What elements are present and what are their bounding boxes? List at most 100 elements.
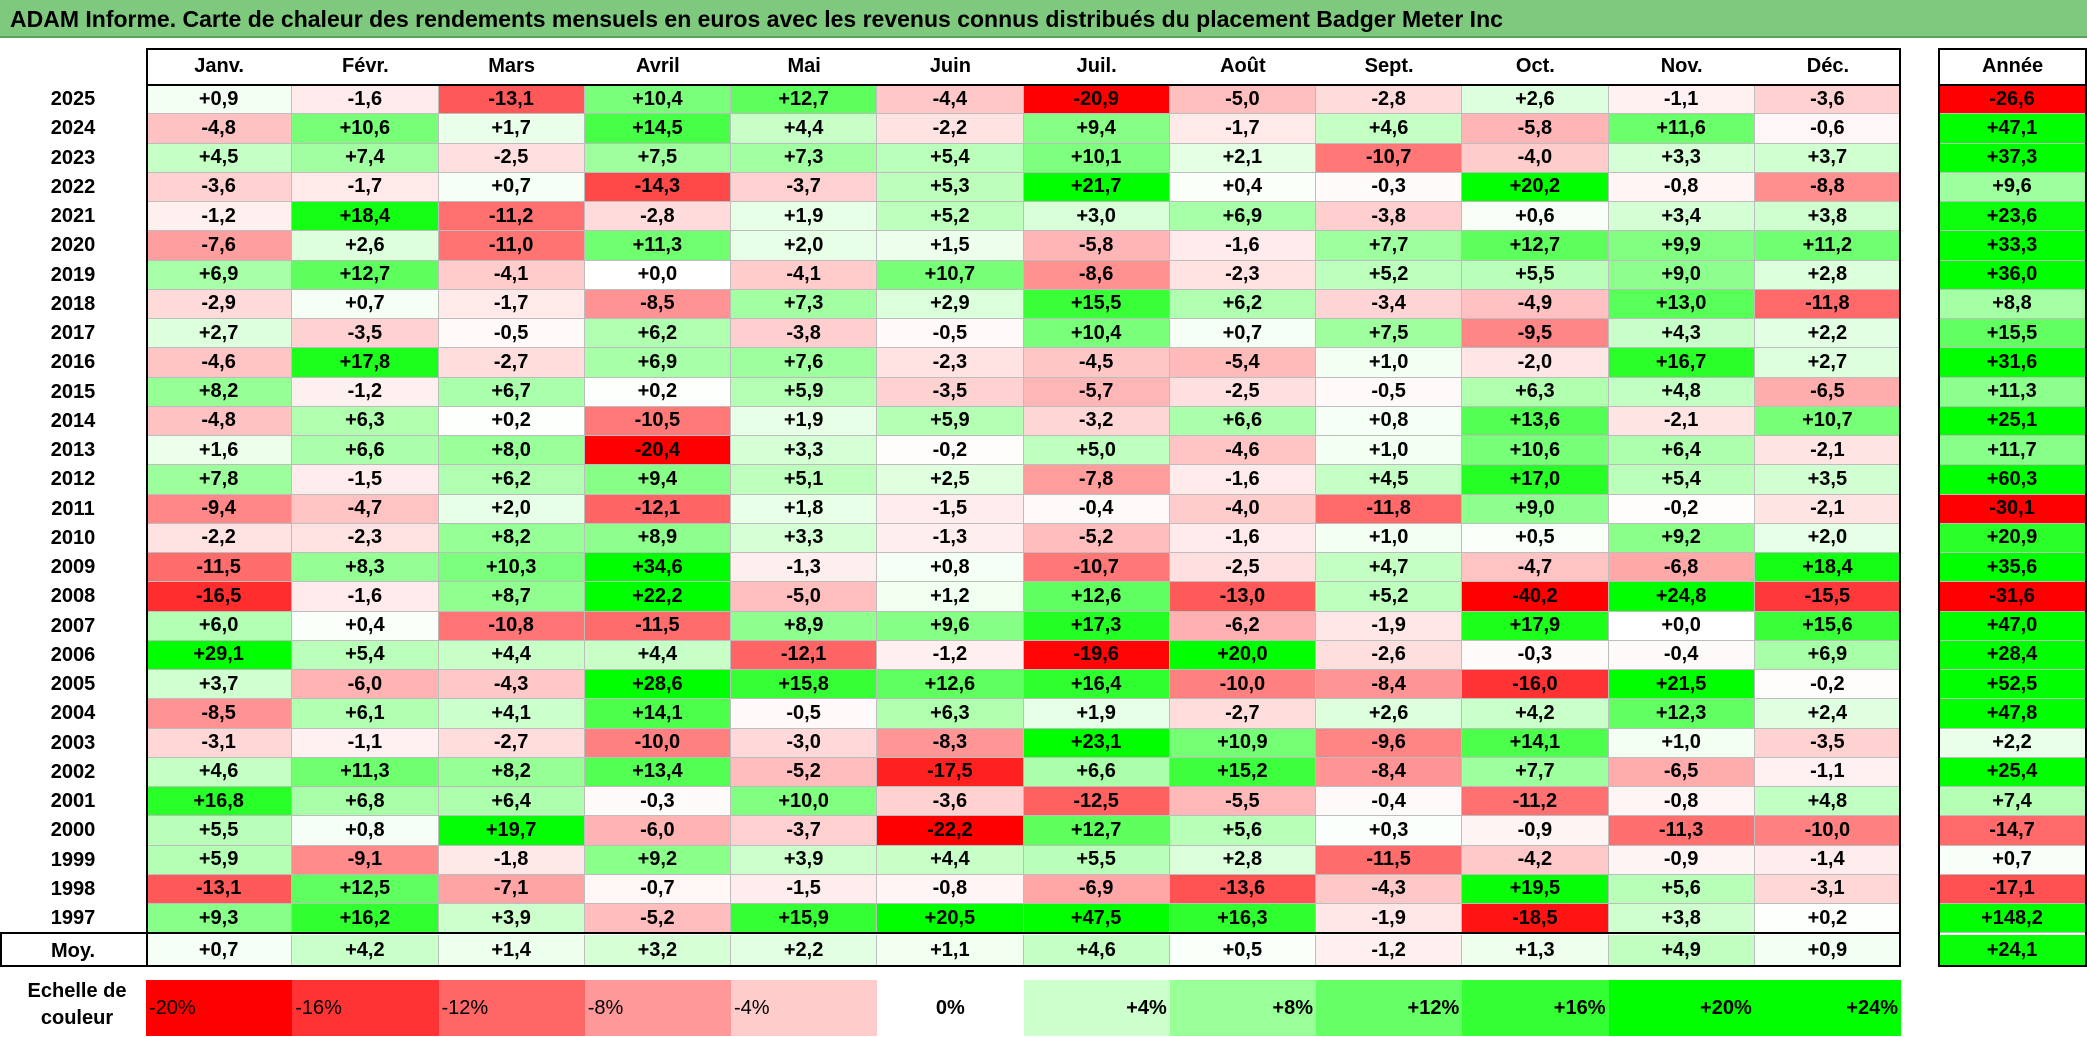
year-label: 2022 bbox=[50, 175, 96, 198]
heatmap-cell: +9,4 bbox=[584, 465, 731, 495]
heatmap-cell: +12,7 bbox=[292, 260, 439, 290]
heatmap-cell: -0,3 bbox=[1462, 640, 1609, 670]
heatmap-cell: -2,8 bbox=[1316, 85, 1463, 115]
annual-cell: +25,4 bbox=[1938, 757, 2087, 787]
heatmap-cell: +11,6 bbox=[1608, 114, 1755, 144]
average-cell: +3,2 bbox=[584, 935, 731, 967]
heatmap-cell: -3,1 bbox=[1754, 874, 1901, 904]
annual-cell: +33,3 bbox=[1938, 231, 2087, 261]
color-scale-swatch: +12% bbox=[1316, 980, 1463, 1036]
heatmap-cell: +3,5 bbox=[1754, 465, 1901, 495]
heatmap-cell: -0,2 bbox=[1608, 494, 1755, 524]
annual-header-divider bbox=[1938, 84, 2087, 86]
heatmap-cell: +2,1 bbox=[1169, 143, 1316, 173]
year-label: 2000 bbox=[50, 819, 96, 842]
heatmap-cell: -2,3 bbox=[1169, 260, 1316, 290]
year-label: 2004 bbox=[50, 702, 96, 725]
heatmap-cell: -1,1 bbox=[292, 728, 439, 758]
heatmap-cell: -0,6 bbox=[1754, 114, 1901, 144]
year-label: 2003 bbox=[50, 731, 96, 754]
month-header: Mars bbox=[488, 54, 535, 77]
heatmap-cell: +9,4 bbox=[1023, 114, 1170, 144]
heatmap-cell: +1,0 bbox=[1316, 523, 1463, 553]
heatmap-cell: +0,2 bbox=[438, 406, 585, 436]
heatmap-cell: +0,0 bbox=[584, 260, 731, 290]
year-label: 2013 bbox=[50, 439, 96, 462]
heatmap-cell: +10,1 bbox=[1023, 143, 1170, 173]
heatmap-cell: +3,0 bbox=[1023, 202, 1170, 232]
heatmap-cell: +6,3 bbox=[1462, 377, 1609, 407]
heatmap-cell: -1,4 bbox=[1754, 845, 1901, 875]
heatmap-cell: -8,4 bbox=[1316, 757, 1463, 787]
heatmap-cell: +20,5 bbox=[877, 904, 1024, 934]
heatmap-cell: +2,6 bbox=[1462, 85, 1609, 115]
heatmap-cell: -4,0 bbox=[1169, 494, 1316, 524]
heatmap-cell: +6,3 bbox=[877, 699, 1024, 729]
heatmap-cell: -2,7 bbox=[438, 728, 585, 758]
heatmap-cell: +0,7 bbox=[438, 172, 585, 202]
year-label: 2015 bbox=[50, 380, 96, 403]
heatmap-cell: +5,0 bbox=[1023, 436, 1170, 466]
heatmap-cell: +2,9 bbox=[877, 289, 1024, 319]
heatmap-cell: -4,2 bbox=[1462, 845, 1609, 875]
heatmap-cell: -3,6 bbox=[146, 172, 293, 202]
year-label: 1998 bbox=[50, 877, 96, 900]
heatmap-cell: +0,4 bbox=[1169, 172, 1316, 202]
heatmap-cell: +5,9 bbox=[146, 845, 293, 875]
heatmap-cell: +10,9 bbox=[1169, 728, 1316, 758]
heatmap-cell: +9,9 bbox=[1608, 231, 1755, 261]
heatmap-cell: +5,5 bbox=[1023, 845, 1170, 875]
heatmap-cell: +0,8 bbox=[292, 816, 439, 846]
heatmap-cell: -6,0 bbox=[292, 670, 439, 700]
heatmap-cell: -13,1 bbox=[146, 874, 293, 904]
heatmap-cell: -12,1 bbox=[584, 494, 731, 524]
heatmap-cell: -8,5 bbox=[146, 699, 293, 729]
annual-cell: -17,1 bbox=[1938, 874, 2087, 904]
average-cell: +1,3 bbox=[1462, 935, 1609, 967]
heatmap-cell: -0,5 bbox=[438, 319, 585, 349]
heatmap-cell: -3,8 bbox=[1316, 202, 1463, 232]
heatmap-cell: -0,9 bbox=[1462, 816, 1609, 846]
heatmap-cell: +34,6 bbox=[584, 553, 731, 583]
heatmap-cell: +14,5 bbox=[584, 114, 731, 144]
heatmap-cell: +16,2 bbox=[292, 904, 439, 934]
heatmap-cell: +4,4 bbox=[877, 845, 1024, 875]
heatmap-cell: -9,1 bbox=[292, 845, 439, 875]
year-label: 2016 bbox=[50, 351, 96, 374]
heatmap-cell: +2,0 bbox=[731, 231, 878, 261]
heatmap-cell: +12,7 bbox=[731, 85, 878, 115]
month-header: Févr. bbox=[342, 54, 389, 77]
heatmap-cell: -1,3 bbox=[877, 523, 1024, 553]
year-label: 2021 bbox=[50, 205, 96, 228]
heatmap-cell: -18,5 bbox=[1462, 904, 1609, 934]
heatmap-cell: -7,6 bbox=[146, 231, 293, 261]
heatmap-cell: -5,2 bbox=[731, 757, 878, 787]
heatmap-cell: +4,2 bbox=[1462, 699, 1609, 729]
heatmap-cell: -2,7 bbox=[438, 348, 585, 378]
annual-cell: +7,4 bbox=[1938, 787, 2087, 817]
year-label: 2002 bbox=[50, 760, 96, 783]
heatmap-cell: +16,7 bbox=[1608, 348, 1755, 378]
heatmap-cell: -9,4 bbox=[146, 494, 293, 524]
heatmap-cell: -8,6 bbox=[1023, 260, 1170, 290]
heatmap-cell: +10,6 bbox=[1462, 436, 1609, 466]
heatmap-cell: -4,1 bbox=[438, 260, 585, 290]
heatmap-cell: +4,4 bbox=[438, 640, 585, 670]
annual-cell: -26,6 bbox=[1938, 85, 2087, 115]
heatmap-cell: +12,3 bbox=[1608, 699, 1755, 729]
year-label: 2010 bbox=[50, 526, 96, 549]
heatmap-cell: -4,6 bbox=[1169, 436, 1316, 466]
heatmap-cell: +47,5 bbox=[1023, 904, 1170, 934]
heatmap-cell: +8,9 bbox=[731, 611, 878, 641]
average-cell: +4,9 bbox=[1608, 935, 1755, 967]
heatmap-cell: -3,6 bbox=[877, 787, 1024, 817]
heatmap-cell: +15,8 bbox=[731, 670, 878, 700]
heatmap-cell: -3,1 bbox=[146, 728, 293, 758]
heatmap-cell: -4,7 bbox=[292, 494, 439, 524]
heatmap-cell: -2,1 bbox=[1608, 406, 1755, 436]
heatmap-cell: -4,4 bbox=[877, 85, 1024, 115]
heatmap-cell: -6,2 bbox=[1169, 611, 1316, 641]
heatmap-cell: -0,5 bbox=[731, 699, 878, 729]
heatmap-cell: +5,4 bbox=[292, 640, 439, 670]
heatmap-cell: +1,9 bbox=[1023, 699, 1170, 729]
